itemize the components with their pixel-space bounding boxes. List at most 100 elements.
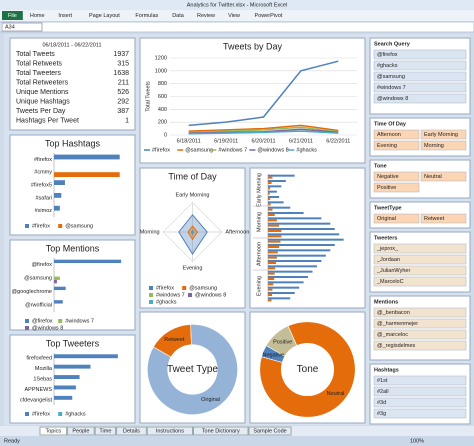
slicer-button[interactable] — [420, 213, 467, 224]
slicer-item[interactable]: Early Morning — [424, 132, 458, 138]
name-box[interactable] — [1, 22, 43, 32]
sheet-tab-label[interactable]: Time — [99, 428, 111, 434]
bar — [54, 154, 120, 160]
slicer-item[interactable]: @_benbacon — [377, 310, 410, 316]
slicer-item[interactable]: #1st — [377, 378, 388, 384]
bar — [268, 292, 295, 294]
sheet-tab[interactable] — [39, 426, 68, 436]
slicer-item[interactable]: Afternoon — [377, 132, 401, 138]
slicer-button[interactable] — [373, 265, 467, 276]
ribbon-tab[interactable]: Insert — [58, 13, 72, 19]
ribbon-tab[interactable]: File — [8, 13, 17, 19]
slicer-button[interactable] — [373, 93, 467, 104]
slicer-button[interactable] — [373, 182, 420, 193]
x-tick-label: 6/19/2011 — [214, 138, 238, 144]
slicer-item[interactable]: @_harmenmejer — [377, 321, 418, 327]
bar — [268, 208, 273, 211]
sheet-tab-label[interactable]: Tone Dictionary — [202, 428, 240, 434]
slicer-button[interactable] — [373, 171, 420, 182]
slicer-item[interactable]: @firefox — [377, 52, 398, 58]
slicer-button[interactable] — [373, 276, 467, 287]
slicer-item[interactable]: Positive — [377, 185, 396, 191]
x-tick-label: 6/21/2011 — [289, 138, 313, 144]
stat-label: Unique Hashtags — [16, 98, 70, 105]
slicer-button[interactable] — [373, 49, 467, 60]
ribbon-tab[interactable]: Review — [197, 13, 215, 19]
ribbon-tab[interactable]: Home — [30, 13, 45, 19]
slicer-button[interactable] — [373, 82, 467, 93]
slicer-item[interactable]: @samsung — [377, 74, 405, 80]
slicer-item[interactable]: @_marceloc — [377, 332, 408, 338]
sheet-tab[interactable] — [67, 426, 95, 436]
sheet-tab-label[interactable]: Sample Code — [253, 428, 286, 434]
ribbon-tab[interactable]: Formulas — [135, 13, 158, 19]
slicer-item[interactable]: _JulianWyher — [376, 268, 410, 274]
bar — [268, 262, 277, 264]
ribbon-tab[interactable]: PowerPivot — [254, 13, 282, 19]
slicer-button[interactable] — [373, 408, 467, 419]
bar — [268, 180, 286, 182]
ribbon-tab[interactable]: Page Layout — [89, 13, 120, 19]
bar — [54, 276, 60, 280]
slicer-item[interactable]: @windows 8 — [377, 96, 408, 102]
category-label: firefoxfeed — [26, 356, 52, 362]
slicer-button[interactable] — [373, 129, 420, 140]
slicer-button[interactable] — [373, 397, 467, 408]
slicer-button[interactable] — [373, 386, 467, 397]
slicer-button[interactable] — [373, 213, 420, 224]
slicer-button[interactable] — [373, 307, 467, 318]
slicer-item[interactable]: Morning — [424, 143, 444, 149]
sheet-tab[interactable] — [248, 426, 292, 436]
slicer-button[interactable] — [373, 243, 467, 254]
slicer-button[interactable] — [373, 60, 467, 71]
slicer-item[interactable]: #windows 7 — [377, 85, 406, 91]
slicer-button[interactable] — [373, 254, 467, 265]
legend-label: #firefox — [32, 223, 50, 229]
sheet-tab[interactable] — [116, 426, 147, 436]
bar — [54, 354, 118, 359]
slicer-button[interactable] — [373, 318, 467, 329]
sheet-tab[interactable] — [146, 426, 194, 436]
ribbon — [0, 10, 474, 21]
stat-label: Total Retweets — [16, 60, 62, 67]
slice-label: Retweet — [164, 337, 185, 343]
sheet-tab-label[interactable]: Details — [123, 428, 140, 434]
slicer-item[interactable]: #3d — [377, 400, 386, 406]
slicer-item[interactable]: @_regisdelmes — [377, 343, 416, 349]
slicer-item[interactable]: Evening — [377, 143, 397, 149]
y-tick-label: 0 — [164, 132, 167, 138]
slicer-item[interactable]: Neutral — [424, 174, 442, 180]
sheet-tab-label[interactable]: Instructions — [156, 428, 184, 434]
slicer-button[interactable] — [420, 129, 467, 140]
sheet-tab[interactable] — [94, 426, 117, 436]
y-tick-label: 600 — [158, 94, 167, 100]
ribbon-tab[interactable]: Data — [172, 13, 185, 19]
legend-label: #ghacks — [296, 147, 317, 153]
slicer-item[interactable]: Retweet — [424, 216, 445, 222]
bar — [268, 238, 344, 241]
sheet-tab-label[interactable]: People — [72, 428, 89, 434]
slice-label: Original — [201, 397, 220, 403]
slicer-button[interactable] — [420, 140, 467, 151]
bar — [54, 205, 60, 211]
slicer-button[interactable] — [420, 171, 467, 182]
stat-label: Total Tweets — [16, 51, 55, 58]
slicer-item[interactable]: #3g — [377, 411, 386, 417]
slicer-item[interactable]: _Jordaan — [376, 257, 400, 263]
slicer-button[interactable] — [373, 375, 467, 386]
ribbon-tab[interactable]: View — [228, 13, 240, 19]
slicer-item[interactable]: #2all — [377, 389, 389, 395]
slicer-button[interactable] — [373, 140, 420, 151]
bar — [54, 180, 65, 185]
slicer-item[interactable]: Negative — [377, 174, 399, 180]
slicer-item[interactable]: #ghacks — [377, 63, 398, 69]
sheet-tab[interactable] — [193, 426, 249, 436]
slicer-item[interactable]: _jeprox_ — [376, 246, 399, 252]
sheet-tab-label[interactable]: Topics — [46, 428, 62, 434]
slicer-item[interactable]: Original — [377, 216, 396, 222]
slicer-button[interactable] — [373, 329, 467, 340]
slicer-button[interactable] — [373, 71, 467, 82]
file-tab[interactable] — [2, 11, 23, 20]
slicer-button[interactable] — [373, 340, 467, 351]
slicer-item[interactable]: _MarceloC — [376, 279, 404, 285]
